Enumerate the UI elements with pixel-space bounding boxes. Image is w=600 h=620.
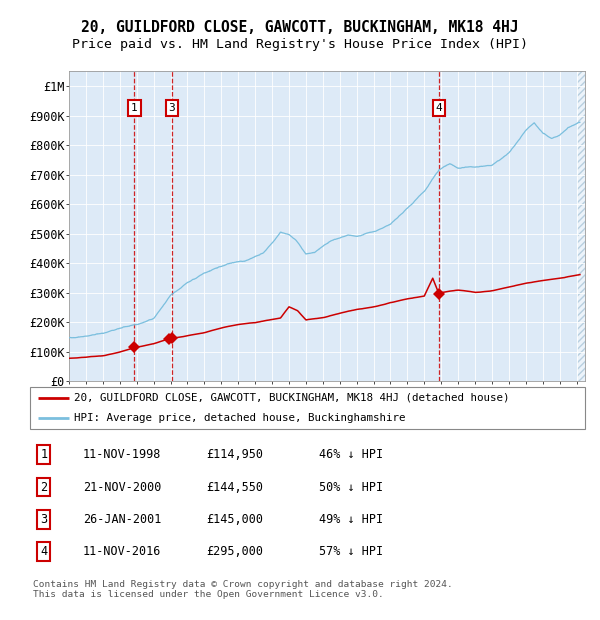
- Text: £295,000: £295,000: [206, 545, 263, 557]
- Text: £144,550: £144,550: [206, 480, 263, 494]
- Text: Contains HM Land Registry data © Crown copyright and database right 2024.
This d: Contains HM Land Registry data © Crown c…: [33, 580, 453, 599]
- Text: 4: 4: [436, 103, 442, 113]
- Text: 26-JAN-2001: 26-JAN-2001: [83, 513, 161, 526]
- Bar: [577, 71, 585, 381]
- Text: 1: 1: [131, 103, 138, 113]
- Text: £145,000: £145,000: [206, 513, 263, 526]
- Text: 46% ↓ HPI: 46% ↓ HPI: [319, 448, 383, 461]
- Text: 57% ↓ HPI: 57% ↓ HPI: [319, 545, 383, 557]
- Text: 3: 3: [169, 103, 175, 113]
- Text: 2: 2: [40, 480, 47, 494]
- Bar: [577, 71, 585, 381]
- Text: 21-NOV-2000: 21-NOV-2000: [83, 480, 161, 494]
- Text: 4: 4: [40, 545, 47, 557]
- Text: 50% ↓ HPI: 50% ↓ HPI: [319, 480, 383, 494]
- Text: HPI: Average price, detached house, Buckinghamshire: HPI: Average price, detached house, Buck…: [74, 413, 406, 423]
- Text: 1: 1: [40, 448, 47, 461]
- Text: 20, GUILDFORD CLOSE, GAWCOTT, BUCKINGHAM, MK18 4HJ: 20, GUILDFORD CLOSE, GAWCOTT, BUCKINGHAM…: [81, 20, 519, 35]
- Text: £114,950: £114,950: [206, 448, 263, 461]
- Text: 3: 3: [40, 513, 47, 526]
- Text: Price paid vs. HM Land Registry's House Price Index (HPI): Price paid vs. HM Land Registry's House …: [72, 38, 528, 51]
- Text: 20, GUILDFORD CLOSE, GAWCOTT, BUCKINGHAM, MK18 4HJ (detached house): 20, GUILDFORD CLOSE, GAWCOTT, BUCKINGHAM…: [74, 393, 510, 403]
- Text: 11-NOV-1998: 11-NOV-1998: [83, 448, 161, 461]
- Text: 11-NOV-2016: 11-NOV-2016: [83, 545, 161, 557]
- Text: 49% ↓ HPI: 49% ↓ HPI: [319, 513, 383, 526]
